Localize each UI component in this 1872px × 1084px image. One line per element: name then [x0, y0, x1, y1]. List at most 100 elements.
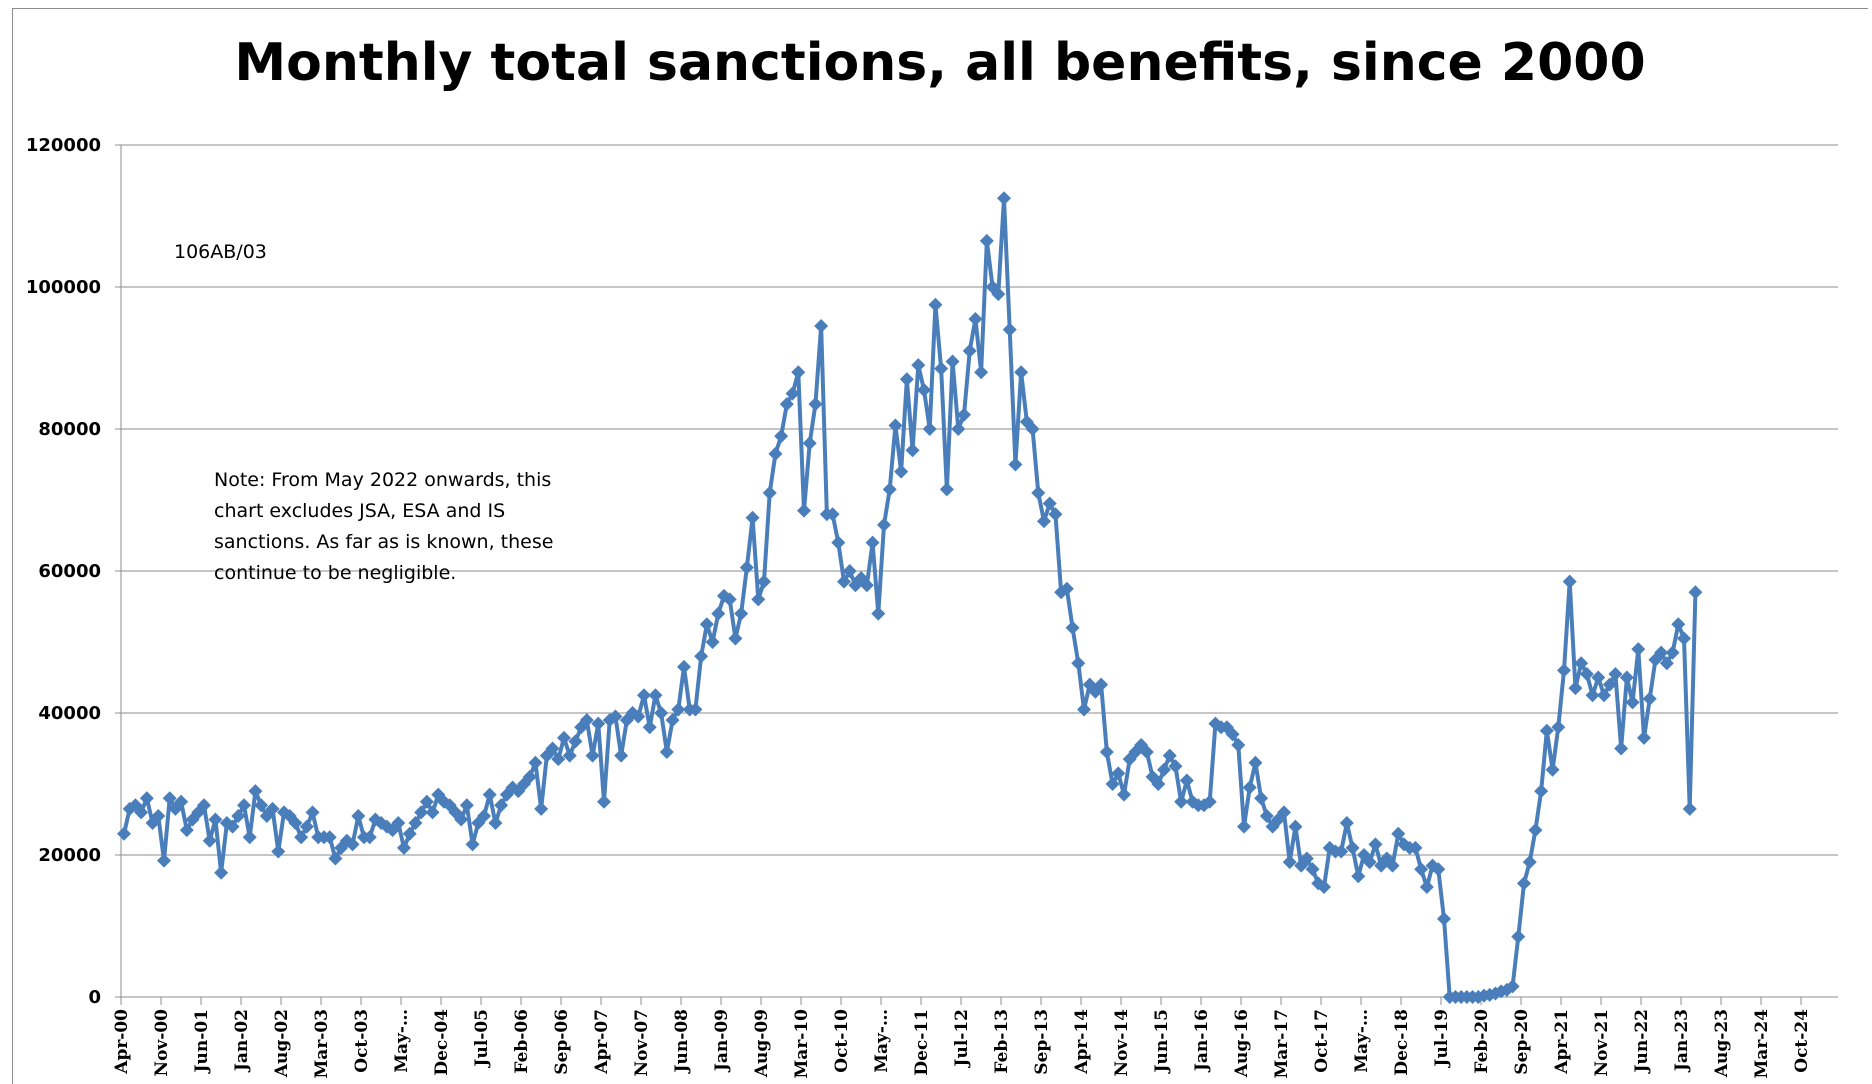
data-point [1071, 656, 1086, 671]
data-point [728, 631, 743, 646]
data-point [1608, 666, 1623, 681]
data-point [408, 816, 423, 831]
x-tick-label: Oct-24 [1792, 1009, 1812, 1073]
x-tick-label: Feb-20 [1472, 1009, 1492, 1074]
data-point [488, 816, 503, 831]
data-point [139, 791, 154, 806]
x-tick-label: May-… [872, 1009, 892, 1073]
data-point [654, 706, 669, 720]
data-point [899, 372, 914, 387]
data-point [1008, 457, 1023, 472]
data-point [939, 482, 954, 497]
data-point [1408, 840, 1423, 855]
data-point [1659, 656, 1674, 671]
data-point [1117, 787, 1131, 802]
data-point [214, 865, 229, 880]
data-point [1362, 855, 1377, 870]
data-point [1534, 784, 1549, 799]
data-point [1139, 745, 1154, 760]
data-point [642, 720, 657, 735]
data-point [614, 748, 629, 763]
data-point [1237, 819, 1251, 834]
data-point [465, 837, 480, 852]
data-point [397, 840, 411, 855]
x-tick-label: Oct-03 [352, 1009, 372, 1073]
data-point [1105, 777, 1120, 791]
series-polyline [122, 196, 1698, 999]
data-point [802, 436, 817, 451]
data-point [688, 702, 703, 717]
x-tick-label: May-… [1352, 1009, 1372, 1073]
data-point [528, 755, 543, 770]
data-point [1059, 581, 1074, 596]
data-point [865, 535, 880, 550]
data-point [699, 617, 714, 632]
x-tick-label: Jan-09 [712, 1009, 732, 1073]
data-point [968, 311, 983, 326]
x-tick-label: Sep-20 [1512, 1009, 1532, 1075]
data-point [591, 716, 606, 731]
data-point [454, 812, 469, 827]
data-point [1505, 979, 1520, 994]
y-tick-label: 20000 [38, 845, 101, 866]
x-tick-label: Mar-17 [1272, 1009, 1292, 1079]
data-point [1048, 507, 1063, 522]
data-point [362, 830, 377, 845]
x-tick-label: Jan-02 [232, 1009, 252, 1073]
data-point [1162, 748, 1177, 763]
data-point [1654, 645, 1669, 660]
x-tick-label: Feb-06 [512, 1009, 532, 1074]
data-point [1574, 656, 1589, 671]
x-tick-label: Oct-17 [1312, 1009, 1332, 1073]
x-tick-label: Nov-21 [1592, 1009, 1612, 1076]
x-tick-label: Aug-16 [1232, 1009, 1252, 1078]
data-point [585, 748, 600, 763]
data-point [791, 365, 806, 380]
data-point [345, 837, 360, 852]
data-point [1522, 855, 1537, 870]
data-point [557, 730, 571, 745]
x-tick-label: Jan-23 [1672, 1009, 1692, 1073]
data-point [1562, 574, 1577, 589]
data-point [1277, 805, 1291, 820]
data-point [951, 422, 966, 436]
data-point [1094, 677, 1109, 692]
data-point [1248, 755, 1263, 770]
data-point [1031, 485, 1046, 500]
data-point [197, 798, 211, 813]
data-point [1551, 720, 1566, 735]
data-point [162, 791, 177, 806]
data-point [1677, 631, 1691, 646]
chart-frame [12, 8, 1868, 1084]
data-point [1339, 816, 1354, 831]
x-tick-label: Apr-07 [592, 1009, 612, 1075]
data-point [831, 535, 846, 550]
data-point [1168, 759, 1183, 774]
data-point [762, 485, 777, 500]
data-point [237, 798, 251, 813]
y-tick-label: 80000 [38, 419, 101, 440]
data-point [294, 830, 309, 845]
data-point [757, 574, 771, 589]
x-tick-label: Apr-21 [1552, 1009, 1572, 1075]
data-point [779, 397, 794, 412]
data-point [551, 752, 566, 767]
data-point [957, 407, 971, 422]
x-tick-label: Dec-04 [432, 1009, 452, 1076]
x-tick-label: Jul-05 [472, 1009, 492, 1069]
data-point [1179, 773, 1194, 788]
data-point [1385, 858, 1400, 873]
data-point [894, 464, 909, 479]
data-point [877, 517, 891, 532]
data-point [134, 805, 149, 820]
x-tick-label: Jun-22 [1632, 1009, 1652, 1074]
x-tick-label: Apr-14 [1072, 1009, 1092, 1075]
data-point [962, 343, 977, 358]
gridlines [121, 144, 1838, 998]
data-point [271, 844, 286, 859]
data-point [1665, 645, 1680, 660]
data-point [545, 741, 560, 756]
data-point [1642, 691, 1657, 706]
data-point [534, 801, 549, 816]
data-point [579, 713, 594, 728]
